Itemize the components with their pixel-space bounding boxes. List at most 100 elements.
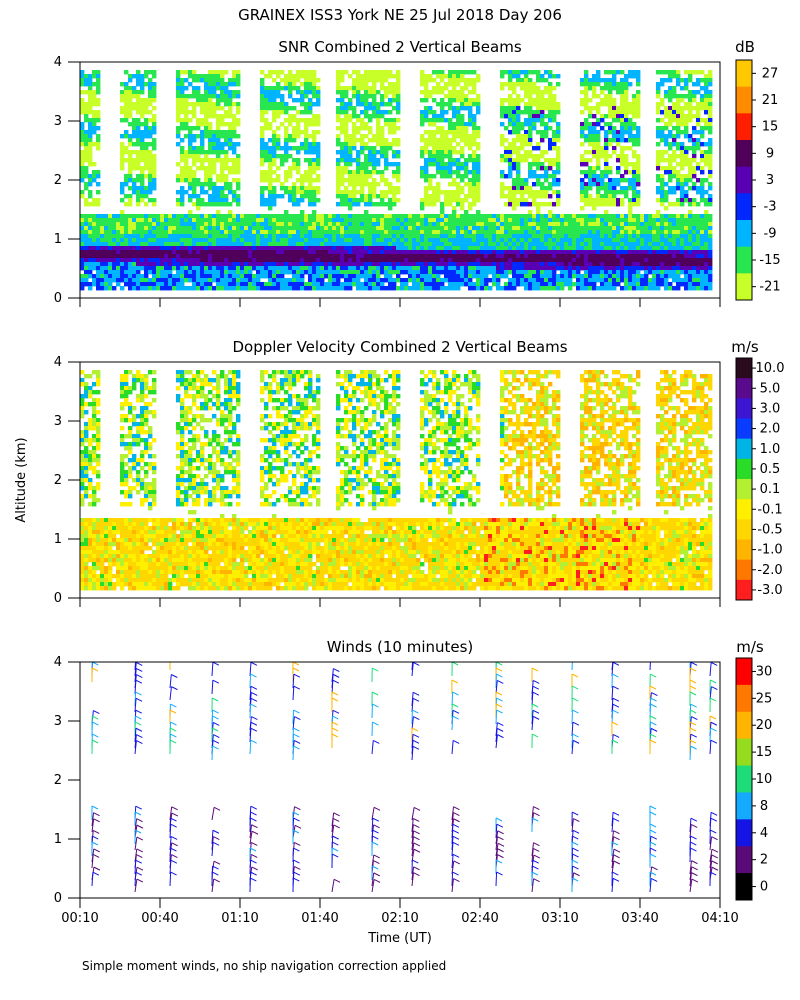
- snr-cell: [516, 182, 521, 187]
- snr-cell: [240, 214, 245, 219]
- snr-cell: [468, 254, 473, 259]
- snr-cell: [248, 214, 253, 219]
- snr-cell: [460, 122, 465, 127]
- snr-cell: [344, 238, 349, 243]
- snr-cell: [464, 138, 469, 143]
- snr-cell: [444, 286, 449, 291]
- snr-cell: [460, 282, 465, 287]
- snr-cell: [512, 110, 517, 115]
- snr-cell: [556, 214, 561, 219]
- snr-cell: [108, 250, 113, 255]
- snr-cell: [236, 110, 241, 115]
- snr-cell: [236, 78, 241, 83]
- snr-cell: [136, 250, 141, 255]
- snr-cell: [156, 246, 161, 251]
- snr-cell: [104, 238, 109, 243]
- snr-cell: [432, 194, 437, 199]
- snr-cell: [148, 178, 153, 183]
- snr-cell: [532, 270, 537, 275]
- snr-cell: [420, 114, 425, 119]
- snr-cell: [588, 86, 593, 91]
- snr-cell: [336, 186, 341, 191]
- snr-cell: [80, 134, 85, 139]
- snr-cell: [388, 98, 393, 103]
- snr-cell: [452, 198, 457, 203]
- snr-cell: [532, 202, 537, 207]
- snr-cell: [388, 186, 393, 191]
- snr-cell: [276, 218, 281, 223]
- snr-cell: [428, 194, 433, 199]
- snr-cell: [144, 286, 149, 291]
- snr-cell: [600, 170, 605, 175]
- snr-cell: [364, 174, 369, 179]
- snr-cell: [264, 150, 269, 155]
- snr-cell: [212, 198, 217, 203]
- snr-cell: [376, 230, 381, 235]
- snr-cell: [564, 254, 569, 259]
- snr-cell: [140, 130, 145, 135]
- snr-cell: [248, 254, 253, 259]
- snr-cell: [216, 194, 221, 199]
- snr-cell: [480, 266, 485, 271]
- snr-cell: [472, 86, 477, 91]
- snr-cell: [224, 214, 229, 219]
- snr-cell: [484, 226, 489, 231]
- snr-cell: [168, 266, 173, 271]
- snr-cell: [328, 258, 333, 263]
- snr-cell: [144, 218, 149, 223]
- snr-cell: [148, 118, 153, 123]
- snr-cell: [524, 158, 529, 163]
- snr-cell: [356, 178, 361, 183]
- snr-cell: [336, 78, 341, 83]
- snr-cell: [88, 262, 93, 267]
- snr-cell: [528, 78, 533, 83]
- snr-cell: [252, 218, 257, 223]
- snr-cell: [152, 254, 157, 259]
- snr-cell: [100, 214, 105, 219]
- snr-cell: [244, 278, 249, 283]
- snr-cell: [120, 186, 125, 191]
- snr-cell: [360, 274, 365, 279]
- snr-cell: [360, 86, 365, 91]
- snr-cell: [224, 114, 229, 119]
- snr-cell: [212, 230, 217, 235]
- snr-cell: [364, 82, 369, 87]
- snr-cell: [432, 190, 437, 195]
- snr-cell: [100, 270, 105, 275]
- snr-cell: [260, 214, 265, 219]
- snr-cell: [596, 146, 601, 151]
- snr-cell: [464, 218, 469, 223]
- snr-cell: [192, 274, 197, 279]
- snr-cell: [236, 242, 241, 247]
- snr-cell: [372, 146, 377, 151]
- snr-cell: [512, 114, 517, 119]
- snr-cell: [600, 194, 605, 199]
- snr-cell: [280, 70, 285, 75]
- snr-cell: [600, 286, 605, 291]
- snr-cell: [280, 278, 285, 283]
- snr-cell: [616, 154, 621, 159]
- snr-cell: [476, 102, 481, 107]
- snr-cell: [468, 270, 473, 275]
- snr-cell: [132, 122, 137, 127]
- snr-cell: [456, 130, 461, 135]
- snr-cell: [124, 94, 129, 99]
- snr-cell: [384, 146, 389, 151]
- snr-cell: [404, 230, 409, 235]
- snr-cell: [480, 218, 485, 223]
- snr-cell: [444, 166, 449, 171]
- snr-cell: [480, 278, 485, 283]
- snr-cell: [524, 250, 529, 255]
- snr-cell: [536, 206, 541, 211]
- snr-cell: [240, 258, 245, 263]
- snr-cell: [180, 146, 185, 151]
- snr-cell: [460, 270, 465, 275]
- snr-cell: [396, 226, 401, 231]
- snr-cell: [536, 98, 541, 103]
- snr-cell: [260, 186, 265, 191]
- snr-cell: [516, 230, 521, 235]
- snr-cell: [300, 98, 305, 103]
- snr-cell: [496, 254, 501, 259]
- snr-cell: [284, 234, 289, 239]
- snr-cell: [176, 214, 181, 219]
